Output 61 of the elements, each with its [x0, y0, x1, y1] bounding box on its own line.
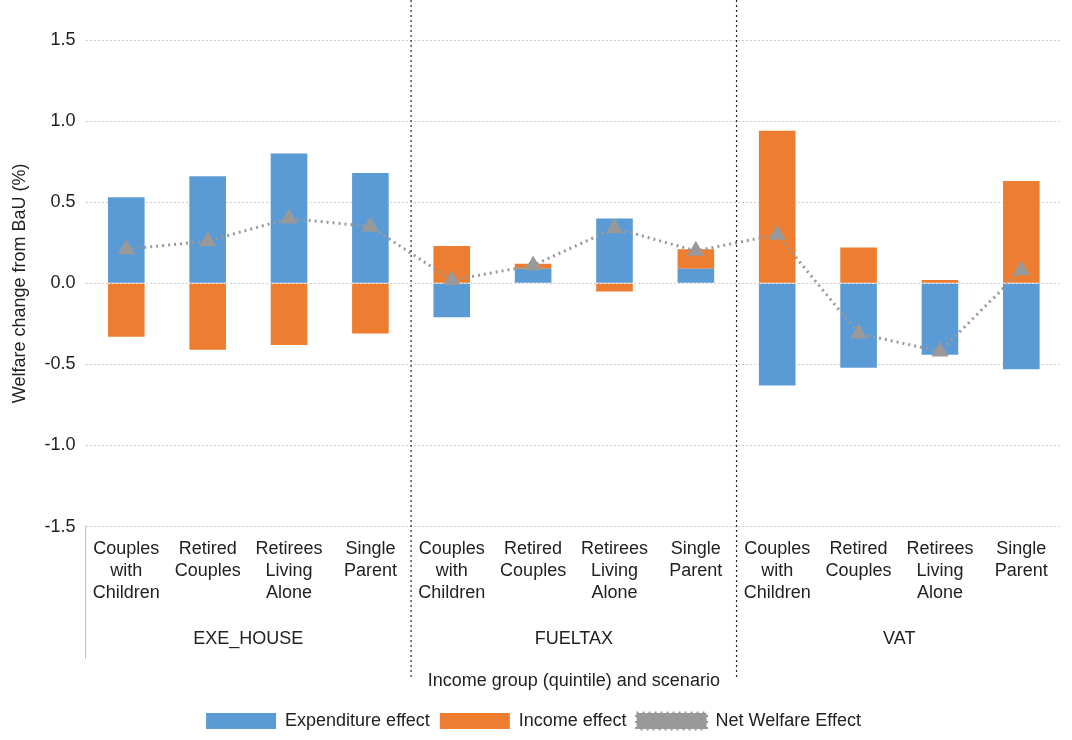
x-tick-label: Couples with Children — [92, 538, 160, 602]
bar — [758, 130, 796, 283]
bar — [840, 283, 877, 368]
x-tick-label: Single Parent — [994, 538, 1048, 580]
point — [769, 226, 785, 240]
y-tick-label: -1.5 — [44, 515, 76, 536]
point — [606, 219, 623, 234]
x-tick-label: Retirees Living Alone — [255, 538, 323, 602]
x-tick-label: Retired Couples — [500, 538, 567, 580]
bar — [677, 268, 715, 283]
legend-label: Income effect — [518, 709, 627, 730]
y-tick-label: 0.5 — [50, 191, 76, 212]
point — [281, 209, 297, 224]
point — [200, 232, 216, 247]
x-tick-label: Retirees Living Alone — [906, 538, 974, 602]
x-tick-label: Retirees Living Alone — [580, 538, 649, 602]
bar — [189, 176, 226, 283]
x-axis-title: Income group (quintile) and scenario — [427, 670, 720, 691]
y-tick-label: 1.0 — [50, 110, 76, 131]
bar — [840, 247, 877, 283]
bar — [433, 283, 471, 318]
y-tick-label: -1.0 — [44, 434, 76, 455]
bar — [596, 218, 633, 283]
bar — [921, 280, 959, 283]
bar — [352, 173, 389, 283]
x-tick-label: Retired Couples — [825, 538, 892, 580]
bar — [596, 283, 633, 292]
x-tick-label: Retired Couples — [174, 538, 241, 580]
point — [688, 242, 704, 256]
bar — [189, 283, 226, 350]
legend-label: Expenditure effect — [285, 709, 430, 730]
y-tick-label: 0.0 — [50, 272, 76, 293]
bar — [352, 283, 389, 334]
x-tick-label: Couples with Children — [418, 538, 486, 602]
text: EXE_HOUSE — [193, 627, 304, 649]
x-tick-label: Single Parent — [669, 538, 723, 580]
point — [932, 342, 948, 357]
point — [118, 240, 134, 255]
bar — [107, 197, 145, 283]
bar — [433, 245, 471, 283]
y-tick-label: -0.5 — [44, 353, 76, 374]
point — [525, 256, 541, 271]
bar — [758, 283, 796, 386]
point — [1013, 261, 1029, 276]
bar — [270, 283, 308, 345]
legend-label: Net Welfare Effect — [715, 709, 861, 730]
point — [444, 271, 460, 286]
bar — [1003, 181, 1040, 283]
bar — [1003, 283, 1040, 370]
x-tick-label: Single Parent — [343, 538, 397, 580]
y-tick-label: 1.5 — [50, 28, 76, 49]
point — [851, 325, 867, 339]
x-tick-label: Couples with Children — [743, 538, 811, 602]
text: FUELTAX — [534, 627, 613, 648]
y-axis-title: Welfare change from BaU (%) — [8, 163, 29, 404]
bar — [107, 283, 145, 337]
bar — [514, 268, 552, 283]
bar — [270, 153, 308, 283]
text: VAT — [883, 627, 916, 648]
bar — [921, 283, 959, 355]
point — [362, 218, 378, 232]
